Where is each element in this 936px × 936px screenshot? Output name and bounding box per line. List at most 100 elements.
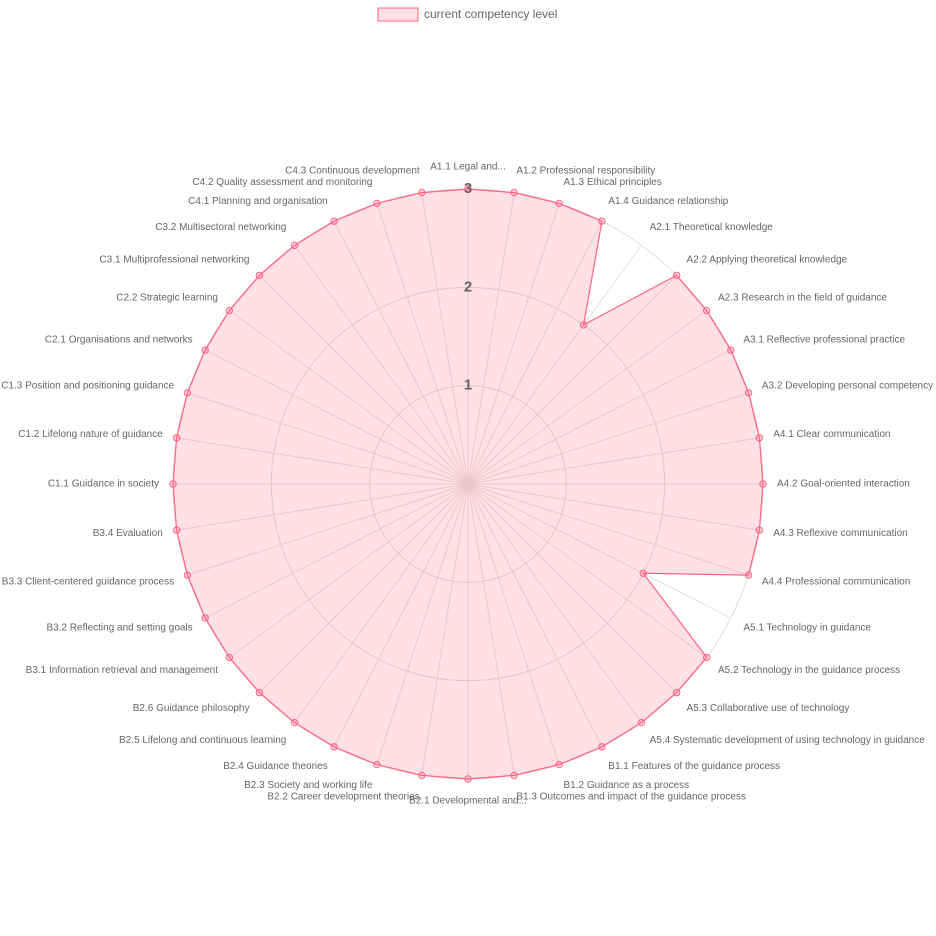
data-point (183, 571, 192, 579)
category-label: A1.3 Ethical principles (563, 177, 661, 188)
data-point (418, 771, 426, 780)
category-label: C4.3 Continuous development (285, 166, 420, 177)
angle-line (187, 483, 469, 576)
data-point (330, 743, 338, 751)
category-label: B2.4 Guidance theories (223, 761, 328, 772)
category-label: B2.1 Developmental and... (409, 796, 527, 807)
angle-line (376, 203, 469, 485)
category-label: C4.1 Planning and organisation (188, 196, 328, 207)
angle-line (467, 437, 760, 485)
angle-line (204, 349, 469, 485)
data-point (290, 241, 299, 250)
angle-line (467, 203, 560, 485)
tick-label: 1 (464, 377, 472, 394)
angle-line (467, 483, 707, 658)
angle-line (467, 220, 603, 485)
category-label: C4.2 Quality assessment and monitoring (192, 177, 372, 188)
angle-line (467, 483, 677, 693)
category-label: A2.1 Theoretical knowledge (650, 222, 774, 233)
data-point (555, 199, 563, 208)
angle-line (467, 483, 749, 576)
data-point (418, 188, 426, 197)
data-point (555, 760, 563, 769)
data-point (702, 306, 711, 315)
data-point (330, 217, 338, 225)
angle-line (187, 392, 469, 485)
data-point (510, 188, 518, 197)
category-label: A3.1 Reflective professional practice (743, 335, 905, 346)
angle-line (467, 483, 642, 723)
data-point (579, 321, 588, 329)
category-label: A4.3 Reflexive communication (773, 528, 908, 539)
category-label: A1.1 Legal and... (430, 162, 506, 173)
category-label: A5.1 Technology in guidance (743, 623, 871, 634)
angle-line (294, 245, 469, 485)
data-point (702, 653, 711, 662)
category-label: B3.1 Information retrieval and managemen… (26, 665, 219, 676)
data-point (225, 653, 234, 662)
data-point (290, 718, 299, 727)
category-label: B2.6 Guidance philosophy (133, 703, 250, 714)
angle-line (421, 483, 469, 776)
data-point (510, 771, 518, 780)
angle-line (259, 275, 469, 485)
category-label: B1.3 Outcomes and impact of the guidance… (516, 792, 746, 803)
data-point (598, 217, 606, 225)
data-point (225, 306, 234, 315)
data-point (201, 614, 209, 622)
angle-line (467, 245, 642, 485)
category-label: A1.2 Professional responsibility (516, 166, 655, 177)
data-point (172, 526, 181, 534)
category-label: C3.1 Multiprofessional networking (99, 254, 249, 265)
category-label: B2.5 Lifelong and continuous learning (119, 735, 286, 746)
data-point (672, 688, 681, 697)
data-point (744, 389, 753, 397)
category-label: C1.3 Position and positioning guidance (1, 381, 174, 392)
angle-line (176, 437, 469, 485)
data-point (183, 389, 192, 397)
category-label: C1.2 Lifelong nature of guidance (18, 429, 163, 440)
category-label: A2.2 Applying theoretical knowledge (686, 254, 847, 265)
category-label: B1.2 Guidance as a process (563, 780, 689, 791)
data-point (201, 346, 209, 354)
category-label: C2.2 Strategic learning (116, 292, 218, 303)
angle-line (333, 220, 469, 485)
angle-line (421, 192, 469, 485)
category-label: B2.3 Society and working life (244, 780, 373, 791)
data-point (672, 271, 681, 280)
angle-line (467, 310, 707, 485)
category-label: C1.1 Guidance in society (48, 479, 159, 490)
tick-label: 3 (464, 180, 472, 197)
category-label: A5.4 Systematic development of using tec… (650, 735, 926, 746)
angle-line (467, 483, 515, 776)
category-label: C2.1 Organisations and networks (45, 335, 193, 346)
data-point (744, 571, 753, 579)
tick-label: 2 (464, 278, 472, 295)
angle-line (467, 275, 677, 485)
angle-line (467, 483, 603, 748)
data-point (373, 199, 381, 208)
angle-line (467, 483, 760, 531)
data-point (727, 346, 735, 354)
data-point (464, 775, 472, 783)
angle-line (467, 483, 560, 765)
category-label: A3.2 Developing personal competency (762, 381, 933, 392)
angle-line (204, 483, 469, 619)
data-point (172, 434, 181, 442)
data-point (373, 760, 381, 769)
data-point (255, 271, 264, 280)
category-label: B1.1 Features of the guidance process (608, 761, 780, 772)
category-label: A4.4 Professional communication (762, 577, 910, 588)
angle-line (259, 483, 469, 693)
category-label: B3.4 Evaluation (93, 528, 163, 539)
data-point (755, 526, 764, 534)
angle-line (176, 483, 469, 531)
category-label: A5.3 Collaborative use of technology (686, 703, 849, 714)
data-point (464, 185, 472, 193)
data-point (639, 569, 647, 577)
category-label: A4.1 Clear communication (773, 429, 890, 440)
angle-line (467, 192, 515, 485)
legend-swatch (377, 7, 419, 22)
series-area (172, 188, 764, 780)
